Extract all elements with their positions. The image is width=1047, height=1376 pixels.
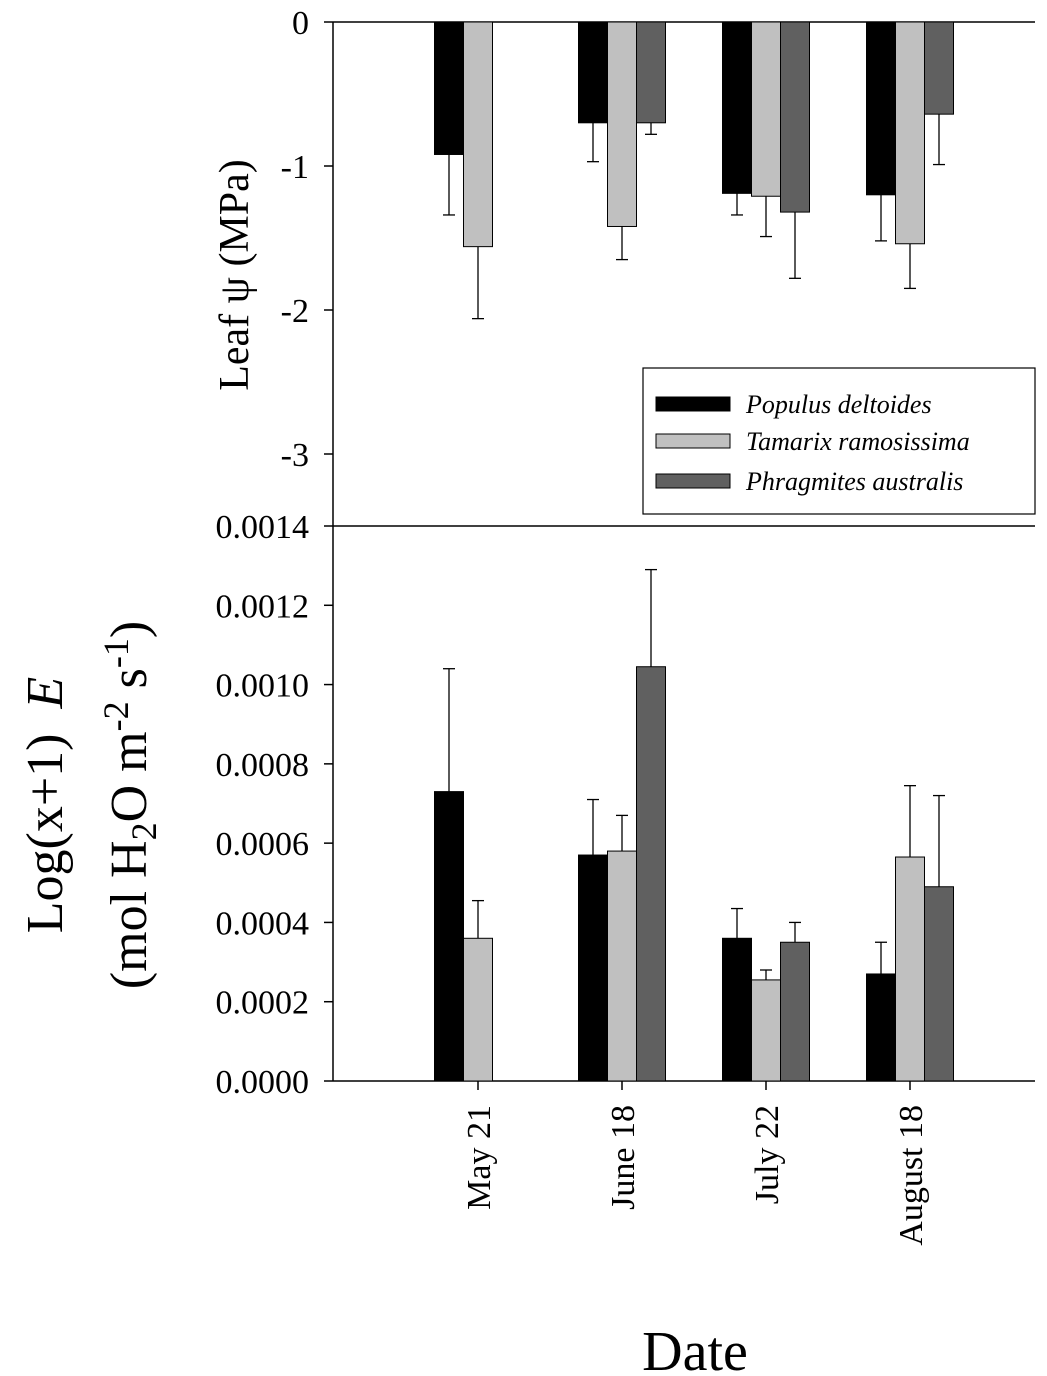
- top-bar-1-1: [607, 21, 637, 227]
- bottom-y-title-log: Log(x+1): [17, 734, 74, 934]
- legend: Populus deltoides Tamarix ramosissima Ph…: [642, 367, 1036, 515]
- bottom-y-title-mid2: s: [101, 668, 158, 701]
- legend-swatch-phragmites: [655, 473, 731, 489]
- bottom-bar-0-3: [866, 973, 896, 1082]
- bottom-y-tick-label: 0.0006: [216, 826, 310, 863]
- bottom-bar-1-1: [607, 850, 637, 1082]
- top-bar-2-2: [780, 21, 810, 213]
- bottom-bar-0-1: [578, 854, 608, 1082]
- bottom-y-tick-label: 0.0000: [216, 1064, 310, 1101]
- top-bar-0-1: [578, 21, 608, 124]
- x-tick-label: July 22: [749, 1105, 786, 1204]
- bottom-y-axis-title-line2: (mol H2O m-2 s-1): [96, 621, 164, 989]
- bottom-bar-1-3: [895, 856, 925, 1082]
- transpiration-panel: 0.0000 0.0002 0.0004 0.0006 0.0008 0.0010 0.00…: [216, 509, 1035, 1246]
- bottom-y-tick-label: 0.0002: [216, 985, 310, 1022]
- x-tick-label: May 21: [461, 1105, 498, 1210]
- top-y-tick-label: -3: [281, 437, 309, 474]
- bottom-bar-2-1: [636, 666, 666, 1082]
- legend-swatch-populus: [655, 396, 731, 412]
- legend-label-populus: Populus deltoides: [745, 390, 932, 419]
- top-y-tick-label: 0: [292, 5, 309, 42]
- top-bar-1-0: [463, 21, 493, 248]
- top-y-tick-label: -1: [281, 149, 309, 186]
- bottom-y-title-sub: 2: [124, 822, 164, 840]
- bottom-y-tick-label: 0.0012: [216, 588, 310, 625]
- legend-swatch-tamarix: [655, 433, 731, 449]
- leaf-water-potential-panel: 0 -1 -2 -3: [281, 5, 1035, 527]
- bottom-bar-2-3: [924, 886, 954, 1082]
- bottom-y-tick-label: 0.0010: [216, 668, 310, 705]
- bottom-y-axis-title-line1: Log(x+1) E: [17, 677, 74, 934]
- top-bar-0-0: [434, 21, 464, 155]
- legend-label-tamarix: Tamarix ramosissima: [746, 427, 970, 456]
- bottom-y-tick-label: 0.0004: [216, 905, 310, 942]
- bottom-bar-1-2: [751, 979, 781, 1082]
- bottom-y-title-sup2: -1: [96, 638, 136, 668]
- bottom-y-title-prefix: (mol H: [101, 840, 158, 989]
- top-bar-1-2: [751, 21, 781, 197]
- bottom-y-title-sup1: -2: [96, 701, 136, 731]
- x-tick-label: June 18: [605, 1105, 642, 1210]
- top-bar-0-3: [866, 21, 896, 196]
- top-bar-0-2: [722, 21, 752, 194]
- top-y-tick-label: -2: [281, 293, 309, 330]
- x-tick-label: August 18: [893, 1105, 930, 1246]
- x-axis-title: Date: [642, 1321, 748, 1376]
- bottom-y-tick-label: 0.0008: [216, 747, 310, 784]
- bottom-y-title-close: ): [101, 621, 158, 638]
- top-bar-2-3: [924, 21, 954, 115]
- bottom-y-title-var: E: [17, 677, 74, 710]
- top-bar-2-1: [636, 21, 666, 124]
- bottom-bar-0-2: [722, 937, 752, 1082]
- bottom-bar-2-2: [780, 941, 810, 1082]
- top-y-axis-title: Leaf ψ (MPa): [212, 159, 258, 391]
- top-bar-1-3: [895, 21, 925, 245]
- bottom-bar-1-0: [463, 937, 493, 1082]
- bottom-y-tick-label: 0.0014: [216, 509, 310, 546]
- bottom-y-title-mid: O m: [101, 731, 158, 822]
- bottom-bar-0-0: [434, 791, 464, 1082]
- legend-label-phragmites: Phragmites australis: [745, 467, 963, 496]
